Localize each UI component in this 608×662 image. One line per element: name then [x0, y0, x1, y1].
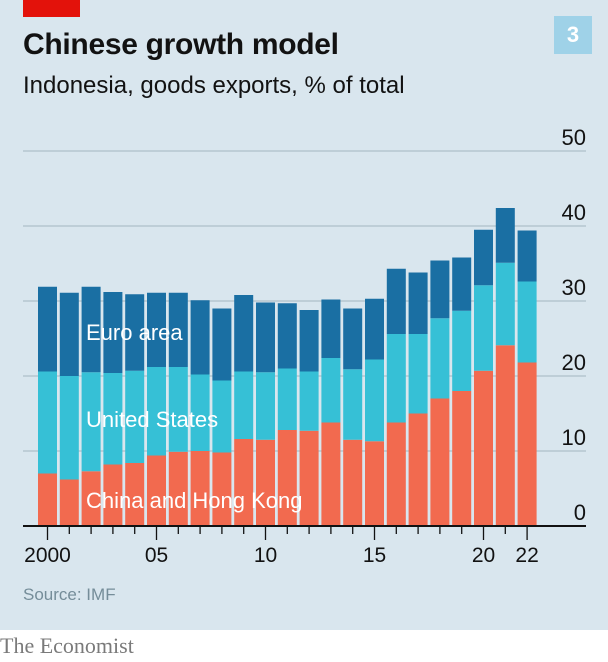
bar-segment-china-and-hong-kong [299, 430, 319, 526]
bar-segment-euro-area [147, 292, 166, 367]
bar-segment-china-and-hong-kong [103, 464, 123, 526]
bar-segment-euro-area [234, 295, 254, 372]
bar-segment-united-states [234, 371, 254, 439]
bar-segment-euro-area [343, 308, 363, 370]
bar-segment-china-and-hong-kong [495, 345, 515, 526]
bar-segment-china-and-hong-kong [517, 362, 537, 526]
bar-segment-euro-area [277, 303, 297, 369]
bar-segment-euro-area [212, 308, 232, 381]
bar-segment-china-and-hong-kong [212, 452, 232, 526]
y-tick-label: 40 [562, 200, 586, 225]
x-tick-label: 22 [515, 544, 538, 567]
chart-subtitle: Indonesia, goods exports, % of total [23, 72, 405, 99]
series-label: China and Hong Kong [86, 488, 303, 513]
bar-segment-china-and-hong-kong [38, 473, 57, 526]
bar-segment-euro-area [452, 257, 472, 311]
y-tick-label: 10 [562, 425, 586, 450]
axes: 0 10 20 30 40 50 2000 05 10 15 20 22 [23, 125, 586, 567]
bar-segment-united-states [103, 373, 123, 465]
bar-segment-euro-area [125, 294, 145, 371]
bar-segment-euro-area [81, 286, 101, 373]
bar-segment-euro-area [168, 292, 188, 367]
x-tick-label: 15 [363, 544, 386, 567]
x-tick-label: 10 [254, 544, 277, 567]
bar-segment-china-and-hong-kong [168, 451, 188, 526]
y-tick-label: 50 [562, 125, 586, 150]
bar-segment-euro-area [38, 286, 57, 372]
bar-segment-united-states [343, 369, 363, 440]
bar-segment-united-states [212, 380, 232, 453]
chart-number-badge: 3 [554, 16, 592, 54]
bar-segment-china-and-hong-kong [343, 439, 363, 526]
x-tick-label: 2000 [24, 544, 71, 567]
bar-segment-china-and-hong-kong [256, 439, 275, 526]
bar-segment-china-and-hong-kong [125, 463, 145, 526]
bar-segment-united-states [430, 318, 450, 399]
bar-segment-china-and-hong-kong [234, 439, 254, 526]
series-label: Euro area [86, 320, 183, 345]
x-tick-label: 20 [472, 544, 495, 567]
y-tick-label: 20 [562, 350, 586, 375]
bar-segment-united-states [38, 371, 57, 474]
publisher-logo: The Economist [0, 633, 134, 658]
bar-segment-china-and-hong-kong [408, 413, 428, 526]
bar-segment-china-and-hong-kong [430, 398, 450, 526]
bar-segment-china-and-hong-kong [190, 451, 210, 526]
chart-title: Chinese growth model [23, 28, 339, 61]
stacked-bar-chart: 0 10 20 30 40 50 2000 05 10 15 20 22 Euro area Unite… [23, 125, 586, 567]
brand-red-tab [23, 0, 80, 17]
bar-segment-united-states [474, 285, 493, 371]
bar-segment-euro-area [190, 300, 210, 375]
bar-segment-united-states [190, 374, 210, 451]
bar-segment-united-states [168, 367, 188, 452]
bar-segment-united-states [256, 372, 275, 440]
bar-segment-china-and-hong-kong [474, 370, 493, 526]
bars [38, 208, 537, 526]
y-tick-label: 30 [562, 275, 586, 300]
bar-segment-united-states [321, 358, 341, 423]
source-note: Source: IMF [23, 585, 116, 604]
bar-segment-euro-area [430, 260, 450, 319]
bar-segment-united-states [408, 334, 428, 414]
bar-segment-china-and-hong-kong [452, 391, 472, 526]
bar-segment-china-and-hong-kong [147, 455, 166, 526]
bar-segment-united-states [59, 376, 79, 480]
bar-segment-united-states [452, 310, 472, 391]
bar-segment-united-states [277, 368, 297, 430]
bar-segment-united-states [299, 371, 319, 431]
bar-segment-china-and-hong-kong [277, 430, 297, 526]
bar-segment-euro-area [299, 310, 319, 372]
bar-segment-united-states [365, 359, 384, 442]
bar-segment-euro-area [59, 292, 79, 376]
series-label: United States [86, 407, 218, 432]
series-labels: Euro area United States China and Hong Kon… [86, 320, 303, 513]
bar-segment-united-states [81, 372, 101, 472]
bar-segment-euro-area [321, 299, 341, 358]
bar-segment-china-and-hong-kong [386, 422, 406, 526]
bar-segment-china-and-hong-kong [321, 422, 341, 526]
bar-segment-united-states [517, 281, 537, 363]
bar-segment-euro-area [386, 268, 406, 334]
bar-segment-china-and-hong-kong [365, 441, 384, 526]
bar-segment-euro-area [365, 298, 384, 360]
bar-segment-united-states [125, 370, 145, 463]
bar-segment-united-states [386, 334, 406, 423]
bar-segment-china-and-hong-kong [59, 479, 79, 526]
bar-segment-united-states [147, 367, 166, 456]
bar-segment-euro-area [517, 230, 537, 282]
bar-segment-euro-area [495, 208, 515, 263]
bar-segment-euro-area [474, 229, 493, 286]
bar-segment-china-and-hong-kong [81, 471, 101, 526]
bar-segment-euro-area [256, 302, 275, 373]
bar-segment-euro-area [408, 272, 428, 334]
bar-segment-united-states [495, 262, 515, 346]
x-tick-label: 05 [145, 544, 168, 567]
y-tick-label: 0 [574, 500, 586, 525]
bar-segment-euro-area [103, 292, 123, 373]
